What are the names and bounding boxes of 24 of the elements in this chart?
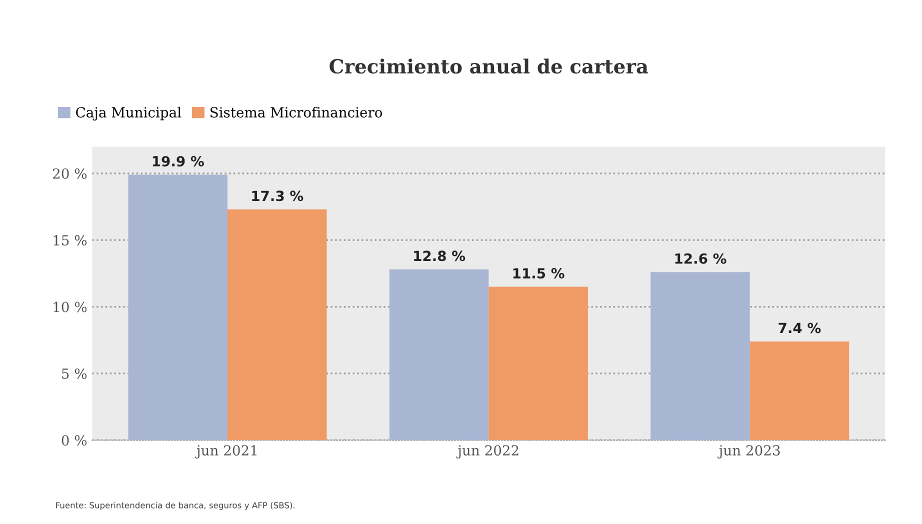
y-tick-label: 10 %: [54, 302, 87, 312]
y-tick-label: 15 %: [54, 235, 87, 246]
legend-label: Caja Municipal: [76, 106, 182, 120]
y-tick-label: 20 %: [52, 168, 87, 179]
data-label: 17.3 %: [252, 190, 304, 202]
data-label: 19.9 %: [152, 156, 204, 166]
x-tick-label: jun 2023: [718, 445, 780, 458]
bar: [488, 286, 588, 440]
data-label: 12.6 %: [675, 253, 726, 264]
bar: [389, 269, 489, 440]
legend-label: Sistema Microfinanciero: [210, 106, 382, 118]
data-label: 12.8 %: [414, 250, 466, 262]
data-label: 11.5 %: [513, 268, 564, 279]
bar: [650, 272, 750, 440]
bar: [227, 209, 327, 440]
bar: [750, 341, 850, 440]
x-tick-label: jun 2021: [195, 445, 256, 458]
y-tick-label: 5 %: [62, 368, 87, 379]
data-label: 7.4 %: [778, 322, 821, 334]
x-tick-label: jun 2022: [456, 445, 518, 458]
bar: [128, 174, 228, 440]
y-tick-label: 0 %: [62, 435, 87, 446]
chart-title: Crecimiento anual de cartera: [330, 58, 648, 74]
source-note: Fuente: Superintendencia de banca, seguros y AFP (SBS).: [56, 502, 294, 510]
